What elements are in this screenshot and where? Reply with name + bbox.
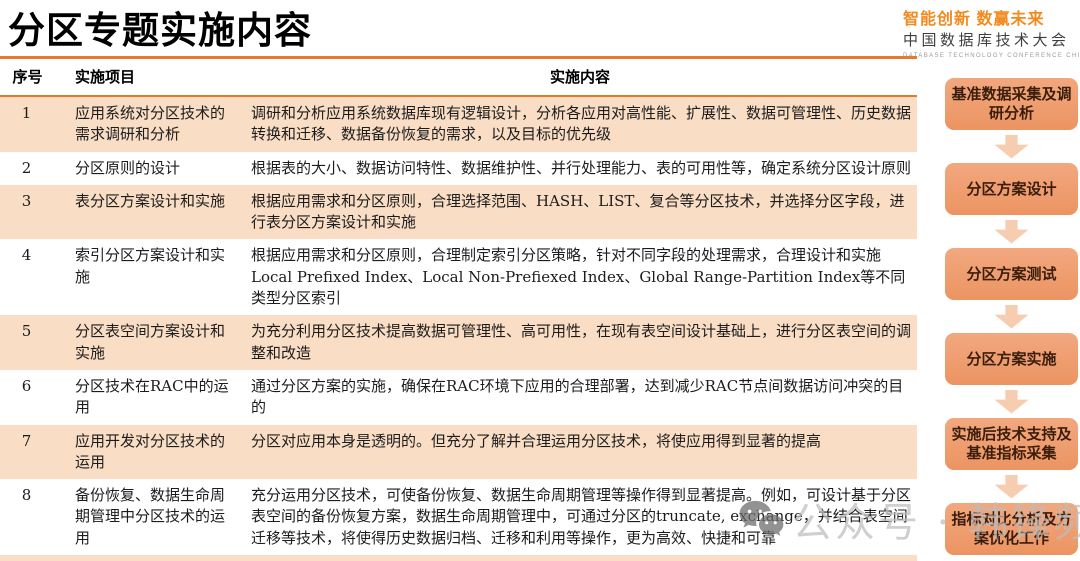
table-row: 2 分区原则的设计 根据表的大小、数据访问特性、数据维护性、并行处理能力、表的可… <box>0 151 917 185</box>
row-number: 3 <box>21 191 32 210</box>
flow-step-label: 分区方案设计 <box>966 179 1057 198</box>
flow-step-label: 分区方案测试 <box>966 264 1057 283</box>
process-flow: 基准数据采集及调研分析 分区方案设计 分区方案测试 分区方案实施 实施后技术支持… <box>945 78 1078 555</box>
row-content: 根据表的大小、数据访问特性、数据维护性、并行处理能力、表的可用性等，确定系统分区… <box>251 158 912 177</box>
flow-step: 基准数据采集及调研分析 <box>945 78 1078 130</box>
table-row: 3 表分区方案设计和实施 根据应用需求和分区原则，合理选择范围、HASH、LIS… <box>0 184 917 240</box>
row-content: 充分运用分区技术，可使备份恢复、数据生命周期管理等操作得到显著提高。例如，可设计… <box>251 486 912 547</box>
flow-step: 分区方案实施 <box>945 333 1078 385</box>
row-project: 索引分区方案设计和实施 <box>75 246 226 286</box>
row-project: 分区技术在RAC中的运用 <box>75 376 229 417</box>
row-number: 7 <box>21 431 32 450</box>
row-number: 2 <box>21 158 32 177</box>
table-row: 6 分区技术在RAC中的运用 通过分区方案的实施，确保在RAC环境下应用的合理部… <box>0 369 917 425</box>
table-row: 9 生产系统分区方案实施、评估和技术支持 根据需求，运用Oracle在线重定义等… <box>0 555 917 561</box>
conference-logo: 智能创新 数赢未来 中国数据库技术大会 DATABASE TECHNOLOGY … <box>903 10 1080 60</box>
row-content: 分区对应用本身是透明的。但充分了解并合理运用分区技术，将使应用得到显著的提高 <box>251 431 822 450</box>
row-number: 1 <box>21 104 32 122</box>
flow-step-label: 基准数据采集及调研分析 <box>951 85 1072 122</box>
column-header-content: 实施内容 <box>243 60 917 97</box>
row-number: 9 <box>0 555 55 561</box>
flow-step-label: 分区方案实施 <box>966 349 1057 368</box>
page-title: 分区专题实施内容 <box>8 10 312 51</box>
flow-step-label: 指标对比分析及方案优化工作 <box>951 510 1072 547</box>
flow-step-label: 实施后技术支持及基准指标采集 <box>951 425 1072 462</box>
row-number: 5 <box>21 322 32 341</box>
row-number: 8 <box>21 486 32 505</box>
arrow-down-icon <box>994 219 1029 244</box>
arrow-down-icon <box>994 134 1029 159</box>
row-number: 4 <box>21 246 32 265</box>
flow-step: 实施后技术支持及基准指标采集 <box>945 418 1078 470</box>
flow-step: 分区方案测试 <box>945 248 1078 300</box>
table-row: 5 分区表空间方案设计和实施 为充分利用分区技术提高数据可管理性、高可用性，在现… <box>0 315 917 370</box>
row-content: 通过分区方案的实施，确保在RAC环境下应用的合理部署，达到减少RAC节点间数据访… <box>251 376 904 417</box>
flow-step: 指标对比分析及方案优化工作 <box>945 503 1078 555</box>
table-row: 8 备份恢复、数据生命周期管理中分区技术的运用 充分运用分区技术，可使备份恢复、… <box>0 479 917 556</box>
logo-subtitle: DATABASE TECHNOLOGY CONFERENCE CHIN <box>903 52 1080 59</box>
arrow-down-icon <box>994 304 1029 329</box>
table-row: 1 应用系统对分区技术的需求调研和分析 调研和分析应用系统数据库现有逻辑设计，分… <box>0 96 917 152</box>
row-project: 应用开发对分区技术的运用 <box>75 431 226 471</box>
row-project: 表分区方案设计和实施 <box>75 191 226 210</box>
arrow-down-icon <box>994 474 1029 499</box>
row-content: 为充分利用分区技术提高数据可管理性、高可用性，在现有表空间设计基础上，进行分区表… <box>251 322 912 362</box>
table-row: 4 索引分区方案设计和实施 根据应用需求和分区原则，合理制定索引分区策略，针对不… <box>0 239 917 316</box>
column-header-project: 实施项目 <box>55 60 243 97</box>
logo-slogan: 智能创新 数赢未来 <box>903 11 1045 28</box>
arrow-down-icon <box>994 389 1029 414</box>
row-content: 根据应用需求和分区原则，合理制定索引分区策略，针对不同字段的处理需求，合理设计和… <box>251 246 906 308</box>
title-underline <box>0 56 917 59</box>
row-project: 备份恢复、数据生命周期管理中分区技术的运用 <box>75 486 226 547</box>
row-project: 应用系统对分区技术的需求调研和分析 <box>75 104 226 144</box>
row-content: 根据应用需求和分区原则，合理选择范围、HASH、LIST、复合等分区技术，并选择… <box>251 191 905 232</box>
table-row: 7 应用开发对分区技术的运用 分区对应用本身是透明的。但充分了解并合理运用分区技… <box>0 424 917 480</box>
row-content: 调研和分析应用系统数据库现有逻辑设计，分析各应用对高性能、扩展性、数据可管理性、… <box>251 104 912 144</box>
column-header-no: 序号 <box>0 60 55 97</box>
table-header-row: 序号 实施项目 实施内容 <box>0 60 917 97</box>
row-number: 6 <box>21 376 32 395</box>
implementation-table: 序号 实施项目 实施内容 1 应用系统对分区技术的需求调研和分析 调研和分析应用… <box>0 60 917 561</box>
flow-step: 分区方案设计 <box>945 163 1078 215</box>
row-project: 生产系统分区方案实施、评估和技术支持 <box>55 555 243 561</box>
row-project: 分区原则的设计 <box>75 158 181 177</box>
row-project: 分区表空间方案设计和实施 <box>75 322 226 362</box>
row-content: 根据需求，运用Oracle在线重定义等技术，保证生产系统实施分区方案时，有效降低… <box>243 555 917 561</box>
logo-org-name: 中国数据库技术大会 <box>903 32 1070 49</box>
